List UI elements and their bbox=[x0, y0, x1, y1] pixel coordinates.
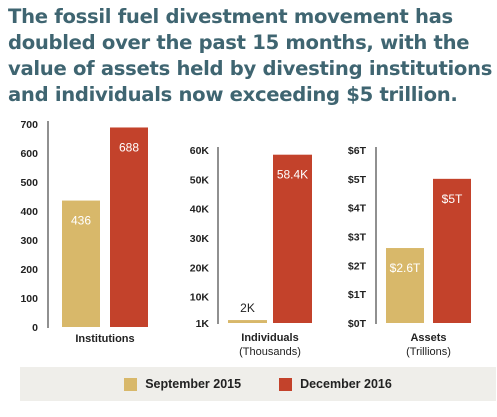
headline: The fossil fuel divestment movement has … bbox=[8, 5, 493, 106]
institutions-x-label: Institutions bbox=[75, 333, 134, 345]
individuals-bar-september-2015 bbox=[228, 320, 267, 323]
legend-label-september-2015: September 2015 bbox=[145, 377, 242, 391]
assets-bar-september-2015 bbox=[386, 248, 424, 323]
assets-y-tick-label: $3T bbox=[348, 232, 367, 244]
institutions-y-tick-label: 600 bbox=[20, 148, 38, 160]
institutions-data-label: 436 bbox=[71, 214, 91, 228]
individuals-y-tick-label: 40K bbox=[190, 204, 210, 216]
legend-item-september-2015: September 2015 bbox=[124, 377, 241, 391]
assets-data-label: $5T bbox=[442, 192, 463, 206]
individuals-x-sublabel: (Thousands) bbox=[239, 346, 301, 358]
institutions-y-tick-label: 700 bbox=[20, 119, 38, 131]
individuals-y-tick-label: 1K bbox=[196, 318, 210, 330]
individuals-x-label: Individuals bbox=[241, 332, 298, 344]
individuals-y-tick-label: 60K bbox=[190, 145, 210, 157]
assets-y-tick-label: $2T bbox=[348, 260, 367, 272]
legend: September 2015 December 2016 bbox=[20, 367, 496, 401]
institutions-y-tick-label: 100 bbox=[20, 293, 38, 305]
legend-swatch-september-2015 bbox=[124, 377, 138, 391]
assets-y-tick-label: $0T bbox=[348, 318, 367, 330]
assets-data-label: $2.6T bbox=[390, 261, 421, 275]
assets-y-tick-label: $1T bbox=[348, 289, 367, 301]
assets-y-tick-label: $4T bbox=[348, 203, 367, 215]
individuals-data-label: 2K bbox=[240, 301, 255, 315]
institutions-bar-september-2015 bbox=[62, 200, 100, 327]
legend-item-december-2016: December 2016 bbox=[279, 377, 392, 391]
assets-x-sublabel: (Trillions) bbox=[406, 346, 451, 358]
individuals-bar-december-2016 bbox=[273, 154, 312, 323]
assets-y-tick-label: $6T bbox=[348, 145, 367, 157]
institutions-y-tick-label: 0 bbox=[32, 322, 38, 334]
institutions-y-tick-label: 200 bbox=[20, 264, 38, 276]
institutions-y-tick-label: 500 bbox=[20, 177, 38, 189]
individuals-y-tick-label: 50K bbox=[190, 174, 210, 186]
institutions-data-label: 688 bbox=[119, 140, 139, 154]
assets-bar-december-2016 bbox=[433, 178, 471, 323]
assets-y-tick-label: $5T bbox=[348, 174, 367, 186]
legend-label-december-2016: December 2016 bbox=[300, 377, 392, 391]
individuals-y-tick-label: 20K bbox=[190, 262, 210, 274]
institutions-y-tick-label: 300 bbox=[20, 235, 38, 247]
institutions-y-tick-label: 400 bbox=[20, 206, 38, 218]
individuals-y-tick-label: 10K bbox=[190, 292, 210, 304]
institutions-bar-december-2016 bbox=[110, 127, 148, 327]
individuals-data-label: 58.4K bbox=[277, 168, 308, 182]
assets-x-label: Assets bbox=[410, 332, 446, 344]
individuals-y-tick-label: 30K bbox=[190, 233, 210, 245]
legend-swatch-december-2016 bbox=[279, 377, 293, 391]
